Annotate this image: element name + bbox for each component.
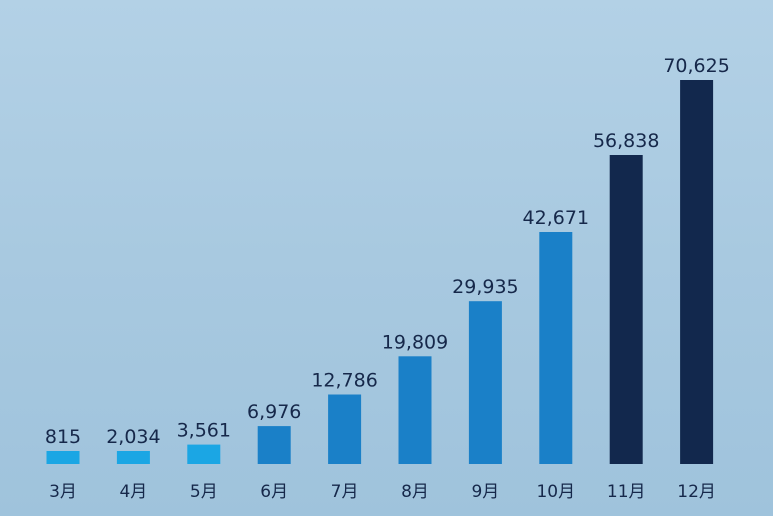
bar-0 — [46, 451, 80, 464]
category-label-5: 8月 — [401, 482, 429, 502]
bar-3 — [257, 426, 291, 464]
value-label-0: 815 — [45, 426, 81, 448]
value-label-8: 56,838 — [593, 130, 659, 152]
value-label-7: 42,671 — [523, 207, 589, 229]
bar-5 — [398, 356, 432, 464]
bar-7 — [539, 232, 573, 464]
category-label-2: 5月 — [190, 482, 218, 502]
category-label-8: 11月 — [607, 482, 646, 502]
category-label-1: 4月 — [119, 482, 147, 502]
value-label-6: 29,935 — [452, 276, 518, 298]
category-label-3: 6月 — [260, 482, 288, 502]
bar-8 — [609, 155, 643, 464]
bar-2 — [187, 444, 221, 464]
bar-6 — [468, 301, 502, 464]
category-label-7: 10月 — [536, 482, 575, 502]
value-label-1: 2,034 — [106, 426, 160, 448]
value-label-4: 12,786 — [311, 370, 377, 392]
bar-1 — [116, 451, 150, 464]
bar-4 — [328, 394, 362, 464]
category-label-4: 7月 — [331, 482, 359, 502]
value-label-3: 6,976 — [247, 401, 301, 423]
value-label-2: 3,561 — [177, 420, 231, 442]
bar-9 — [680, 80, 714, 464]
value-label-5: 19,809 — [382, 331, 448, 353]
category-label-6: 9月 — [471, 482, 499, 502]
value-label-9: 70,625 — [663, 55, 729, 77]
category-label-0: 3月 — [49, 482, 77, 502]
category-label-9: 12月 — [677, 482, 716, 502]
